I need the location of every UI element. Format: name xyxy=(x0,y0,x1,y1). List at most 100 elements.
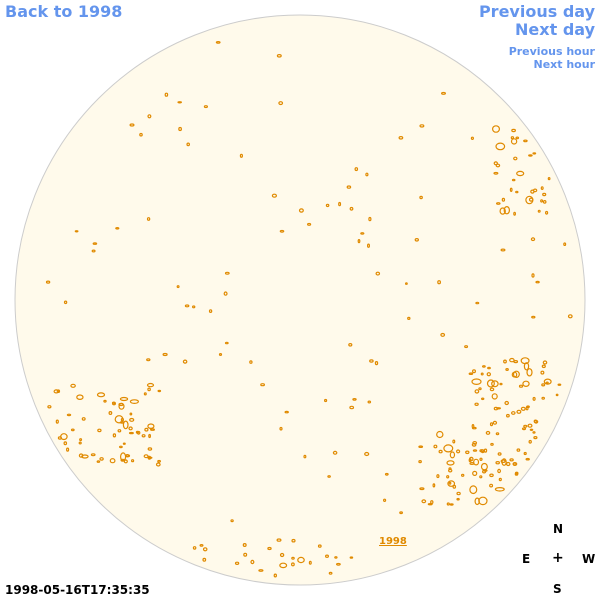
contour-mark xyxy=(544,210,549,215)
contour-mark xyxy=(547,177,551,181)
contour-mark xyxy=(148,433,152,439)
contour-mark xyxy=(555,393,559,397)
contour-mark xyxy=(141,434,146,438)
contour-mark xyxy=(146,358,151,362)
contour-mark xyxy=(485,430,491,435)
contour-mark xyxy=(308,560,312,565)
contour-mark xyxy=(147,387,151,392)
contour-mark xyxy=(129,417,135,422)
contour-mark xyxy=(542,360,548,365)
contour-mark xyxy=(136,430,141,435)
contour-mark xyxy=(479,475,483,479)
contour-mark xyxy=(475,301,480,305)
contour-mark xyxy=(334,556,338,559)
contour-mark xyxy=(146,382,155,388)
contour-mark xyxy=(66,413,72,417)
contour-mark xyxy=(473,458,480,466)
contour-mark xyxy=(405,282,408,285)
contour-mark xyxy=(375,271,381,276)
contour-mark xyxy=(99,457,104,461)
contour-mark xyxy=(495,202,501,205)
contour-mark xyxy=(383,498,387,502)
contour-mark xyxy=(184,304,190,308)
contour-mark xyxy=(510,138,518,145)
contour-mark xyxy=(278,101,284,106)
contour-mark xyxy=(505,368,509,372)
contour-mark xyxy=(273,573,277,578)
contour-mark xyxy=(540,186,544,191)
contour-mark xyxy=(203,105,208,109)
contour-mark xyxy=(349,405,355,410)
contour-mark xyxy=(520,406,526,411)
compass-east-label: E xyxy=(522,552,531,566)
contour-mark xyxy=(128,431,134,435)
compass-south-label: S xyxy=(553,582,562,596)
contour-mark xyxy=(449,503,454,506)
contour-mark xyxy=(279,229,285,233)
next-hour-link[interactable]: Next hour xyxy=(533,58,596,71)
contour-mark xyxy=(354,167,359,172)
contour-mark xyxy=(47,405,52,409)
contour-mark xyxy=(147,456,153,459)
contour-mark xyxy=(384,472,389,476)
contour-mark xyxy=(515,136,520,140)
contour-mark xyxy=(468,456,474,462)
contour-mark xyxy=(234,561,240,566)
contour-mark xyxy=(70,428,75,432)
contour-mark xyxy=(119,396,129,402)
contour-mark xyxy=(489,473,494,478)
contour-mark xyxy=(487,366,491,370)
contour-mark xyxy=(532,152,537,155)
contour-mark xyxy=(513,156,518,161)
contour-mark xyxy=(500,248,506,252)
contour-mark xyxy=(324,398,328,403)
contour-mark xyxy=(129,123,135,127)
back-to-year-link[interactable]: Back to 1998 xyxy=(5,2,123,21)
contour-mark xyxy=(157,459,162,463)
contour-mark xyxy=(218,353,223,357)
contour-mark xyxy=(109,458,116,464)
contour-mark xyxy=(348,342,353,347)
year-link[interactable]: 1998 xyxy=(379,536,407,547)
contour-mark xyxy=(506,413,510,418)
contour-mark xyxy=(164,92,169,97)
contour-mark xyxy=(357,239,361,244)
contour-mark xyxy=(92,242,98,245)
contour-mark xyxy=(298,208,304,213)
contour-mark xyxy=(239,153,243,158)
contour-mark xyxy=(276,53,282,58)
contour-mark xyxy=(303,454,307,459)
contour-mark xyxy=(533,419,539,424)
previous-hour-link[interactable]: Previous hour xyxy=(508,45,595,58)
contour-mark xyxy=(526,368,533,377)
contour-mark xyxy=(492,420,498,425)
contour-mark xyxy=(157,389,162,393)
contour-mark xyxy=(448,481,452,485)
contour-mark xyxy=(242,542,247,547)
previous-day-link[interactable]: Previous day xyxy=(478,2,595,21)
contour-mark xyxy=(489,483,494,488)
contour-mark xyxy=(325,203,330,208)
contour-mark xyxy=(427,503,433,506)
contour-mark xyxy=(279,552,285,558)
contour-mark xyxy=(367,400,372,404)
next-day-link[interactable]: Next day xyxy=(515,20,595,39)
contour-mark xyxy=(532,431,536,434)
contour-mark xyxy=(186,142,191,147)
contour-mark xyxy=(224,271,230,275)
contour-mark xyxy=(446,475,450,479)
contour-mark xyxy=(328,571,333,575)
contour-mark xyxy=(96,460,101,463)
contour-mark xyxy=(364,451,370,457)
contour-mark xyxy=(176,285,180,289)
contour-mark xyxy=(267,546,272,551)
contour-mark xyxy=(55,419,59,424)
contour-mark xyxy=(279,562,288,569)
contour-mark xyxy=(472,449,478,452)
contour-mark xyxy=(250,559,255,565)
contour-mark xyxy=(291,538,296,543)
contour-mark xyxy=(522,380,530,387)
contour-mark xyxy=(63,441,68,446)
contour-mark xyxy=(147,447,153,451)
contour-mark xyxy=(223,291,228,296)
